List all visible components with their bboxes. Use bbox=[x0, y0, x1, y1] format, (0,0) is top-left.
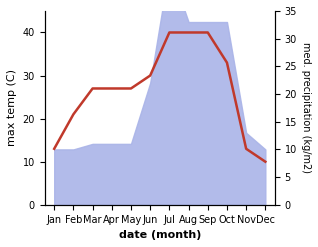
X-axis label: date (month): date (month) bbox=[119, 230, 201, 240]
Y-axis label: med. precipitation (kg/m2): med. precipitation (kg/m2) bbox=[301, 42, 311, 173]
Y-axis label: max temp (C): max temp (C) bbox=[7, 69, 17, 146]
